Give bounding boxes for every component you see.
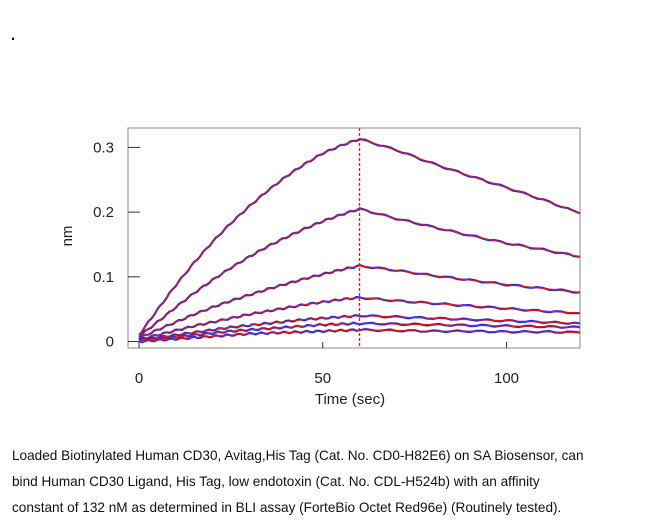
caption-line-2: bind Human CD30 Ligand, His Tag, low end… [12,474,540,489]
x-axis: 0 50 100 [135,342,519,387]
y-tick-label: 0.1 [93,269,114,286]
y-tick-label: 0.3 [93,139,114,156]
figure-caption: Loaded Biotinylated Human CD30, Avitag,H… [12,443,634,521]
y-axis-title: nm [59,226,76,247]
fit-curve-6 [138,322,581,342]
fit-curve-4 [138,296,581,341]
y-axis: 0 0.1 0.2 0.3 [93,139,140,351]
series-layer [138,138,581,344]
y-tick-label: 0 [106,334,114,351]
fit-curve-7 [138,329,581,343]
x-tick-label: 0 [135,370,143,387]
y-tick-label: 0.2 [93,204,114,221]
fit-curve-2 [138,208,581,337]
x-tick-label: 50 [314,370,331,387]
x-axis-title: Time (sec) [315,391,385,408]
fit-curve-3 [138,265,581,339]
bli-sensorgram-chart: 0 0.1 0.2 0.3 0 50 100 nm Time (sec) [59,127,581,408]
x-tick-label: 100 [494,370,519,387]
bullet-mark: . [10,20,17,45]
fit-curve-1 [138,138,581,336]
caption-line-3: constant of 132 nM as determined in BLI … [12,500,562,515]
caption-line-1: Loaded Biotinylated Human CD30, Avitag,H… [12,448,584,463]
fit-curve-5 [138,315,581,341]
